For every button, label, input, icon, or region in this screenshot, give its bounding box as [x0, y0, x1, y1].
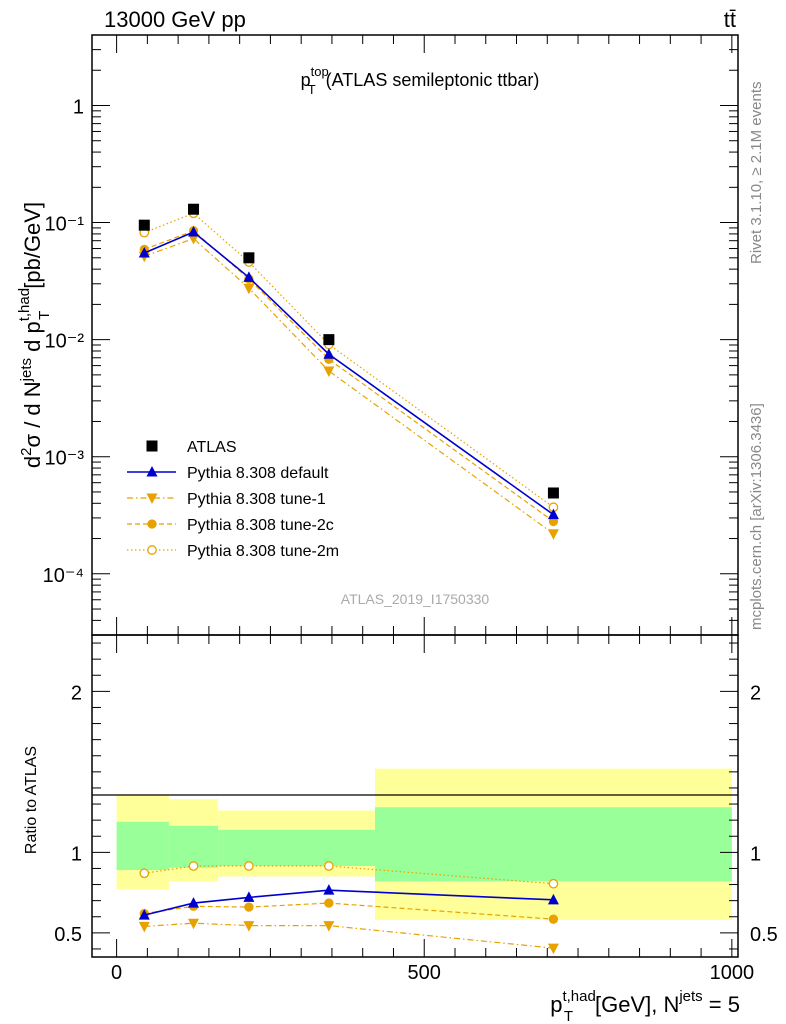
legend-marker-pythia-8-308-default: [146, 466, 158, 477]
legend-marker-atlas: [146, 440, 158, 452]
legend-label-pythia-8-308-default: Pythia 8.308 default: [187, 465, 329, 482]
ratio-axis-ticks: 0.5 0.5 1 1 2 2 0 500 1000: [54, 635, 778, 984]
ratio-point-pythia-8-308-tune-2m: [188, 861, 199, 871]
uncertainty-band-inner: [168, 825, 219, 868]
ratio-point-pythia-8-308-default: [138, 909, 150, 920]
data-point-pythia-8-308-tune-1: [188, 234, 200, 245]
data-point-pythia-8-308-default: [243, 271, 255, 282]
series-line-pythia-8-308-tune-2c: [144, 230, 554, 522]
main-series: [138, 203, 559, 540]
data-point-atlas: [323, 334, 335, 346]
ratio-series: [138, 861, 559, 955]
rivet-version-label: Rivet 3.1.10, ≥ 2.1M events: [748, 82, 765, 265]
process-label: 13000 GeV pp: [104, 7, 246, 32]
data-point-pythia-8-308-tune-1: [547, 529, 559, 540]
uncertainty-band-inner: [375, 807, 732, 882]
series-line-pythia-8-308-tune-1: [144, 237, 554, 535]
ratio-line-pythia-8-308-tune-1: [144, 922, 554, 949]
ratio-y-tick-label: 2: [71, 682, 82, 704]
main-y-tick-label: 10⁻⁴: [43, 565, 84, 587]
ratio-point-pythia-8-308-tune-1: [188, 918, 200, 930]
data-point-pythia-8-308-default: [323, 348, 335, 359]
ratio-point-pythia-8-308-tune-1: [323, 921, 335, 932]
x-tick-label: 500: [408, 962, 441, 984]
main-panel: 10⁻⁴ 10⁻³ 10⁻² 10⁻¹ 1 ptop T (ATLAS semilepton…: [16, 34, 739, 636]
ratio-point-pythia-8-308-tune-2c: [324, 898, 334, 908]
main-y-axis-label: d2σ / d Njets d pt,had T[pb/GeV]: [16, 202, 53, 468]
ratio-panel-frame: [91, 634, 739, 958]
ratio-point-pythia-8-308-default: [188, 897, 200, 908]
main-y-tick-label: 10⁻²: [45, 331, 85, 353]
ratio-point-pythia-8-308-tune-1: [547, 943, 559, 955]
ratio-point-pythia-8-308-tune-2m: [548, 878, 559, 889]
legend-marker-pythia-8-308-tune-2m: [147, 545, 157, 555]
data-point-pythia-8-308-default: [547, 508, 559, 520]
data-point-pythia-8-308-default: [138, 246, 150, 258]
legend: ATLAS Pythia 8.308 default Pythia 8.308 tu…: [127, 439, 339, 560]
data-point-pythia-8-308-default: [188, 226, 200, 237]
plot-title: ptop T (ATLAS semileptonic ttbar): [301, 64, 540, 97]
main-y-tick-label: 10⁻¹: [45, 214, 85, 236]
main-y-tick-label: 1: [73, 96, 84, 118]
final-state-label: tt̄: [724, 7, 736, 32]
uncertainty-band-inner: [116, 821, 169, 871]
ratio-point-pythia-8-308-tune-1: [243, 921, 255, 932]
main-y-tick-label: 10⁻³: [45, 448, 85, 470]
x-tick-label: 1000: [710, 962, 755, 984]
legend-label-pythia-8-308-tune-1: Pythia 8.308 tune-1: [187, 491, 326, 508]
plot-title-rest: (ATLAS semileptonic ttbar): [326, 70, 540, 90]
ratio-y-tick-label: 0.5: [54, 924, 82, 946]
series-line-pythia-8-308-tune-2m: [144, 212, 554, 508]
ratio-y-tick-label-right: 0.5: [750, 924, 778, 946]
ratio-point-pythia-8-308-tune-2c: [548, 914, 559, 924]
data-point-pythia-8-308-tune-1: [243, 283, 255, 295]
legend-marker-pythia-8-308-tune-1: [146, 493, 158, 504]
ratio-point-pythia-8-308-default: [547, 893, 559, 905]
uncertainty-bands: [116, 768, 732, 920]
uncertainty-band-inner: [218, 829, 376, 867]
main-y-tick-labels: 10⁻⁴ 10⁻³ 10⁻² 10⁻¹ 1: [43, 96, 85, 586]
data-point-atlas: [138, 219, 150, 231]
legend-marker-pythia-8-308-tune-2c: [147, 519, 157, 529]
ratio-point-pythia-8-308-default: [243, 891, 255, 902]
main-axis-ticks: [92, 34, 738, 636]
legend-label-pythia-8-308-tune-2c: Pythia 8.308 tune-2c: [187, 517, 334, 534]
ratio-y-tick-label-right: 1: [750, 843, 761, 865]
x-axis-label: pt,had T [GeV], Njets = 5: [550, 988, 740, 1024]
ratio-y-axis-label: Ratio to ATLAS: [23, 746, 40, 854]
ratio-y-tick-label-right: 2: [750, 682, 761, 704]
data-point-atlas: [188, 203, 200, 215]
legend-label-atlas: ATLAS: [187, 439, 237, 456]
data-point-atlas: [243, 252, 255, 264]
ratio-point-pythia-8-308-tune-2c: [244, 902, 254, 912]
analysis-id-label: ATLAS_2019_I1750330: [341, 591, 490, 607]
ratio-point-pythia-8-308-tune-2m: [324, 861, 334, 871]
mcplots-credit-label: mcplots.cern.ch [arXiv:1306.3436]: [748, 403, 765, 630]
x-tick-label: 0: [111, 962, 122, 984]
data-point-atlas: [547, 487, 559, 499]
ratio-point-pythia-8-308-tune-1: [138, 921, 150, 933]
data-point-pythia-8-308-tune-1: [323, 366, 335, 377]
ratio-point-pythia-8-308-tune-2m: [139, 868, 150, 879]
ratio-y-tick-label: 1: [71, 843, 82, 865]
legend-label-pythia-8-308-tune-2m: Pythia 8.308 tune-2m: [187, 543, 339, 560]
ratio-point-pythia-8-308-default: [323, 884, 335, 895]
ratio-panel: 0.5 0.5 1 1 2 2 0 500 1000 Ratio to ATLAS pt,had…: [23, 634, 778, 1024]
ratio-point-pythia-8-308-tune-2m: [244, 861, 254, 871]
